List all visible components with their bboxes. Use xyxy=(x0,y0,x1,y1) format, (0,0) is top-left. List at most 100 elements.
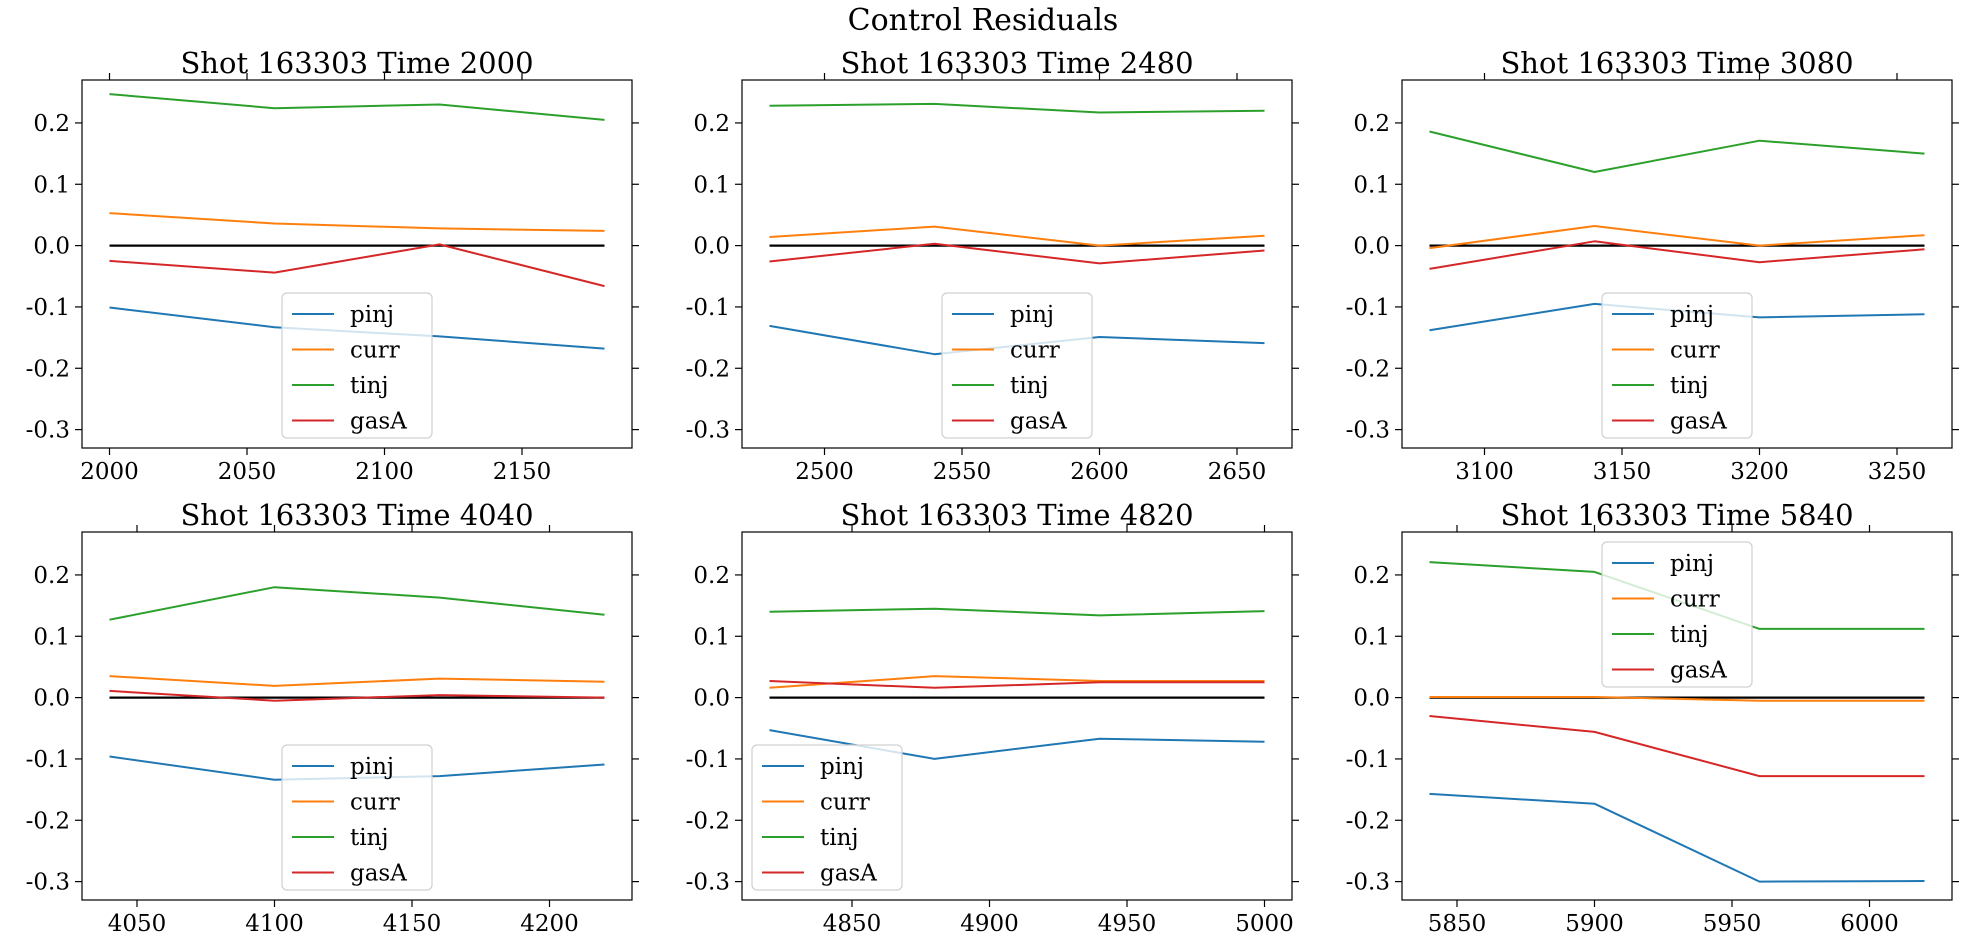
x-tick-label: 5850 xyxy=(1428,911,1487,937)
x-tick-label: 2600 xyxy=(1070,459,1129,485)
x-tick-label: 4200 xyxy=(520,911,579,937)
legend-label-tinj: tinj xyxy=(1670,373,1709,399)
y-tick-label: 0.0 xyxy=(693,686,730,712)
y-tick-label: -0.2 xyxy=(26,356,70,382)
y-tick-label: -0.1 xyxy=(686,747,730,773)
series-line-tinj xyxy=(769,607,1265,617)
plot-frame xyxy=(1401,531,1953,901)
x-tick-label: 4150 xyxy=(383,911,442,937)
legend-box xyxy=(941,292,1093,439)
subplot-1: Shot 163303 Time 2000 -0.3 -0.2 -0.1 0.0 0.1 0… xyxy=(26,46,639,485)
y-tick-label: -0.3 xyxy=(1346,870,1390,896)
legend: pinj curr tinj gasA xyxy=(281,292,433,439)
y-tick-label: 0.1 xyxy=(693,624,730,650)
series-line-tinj xyxy=(769,102,1265,114)
legend-label-tinj: tinj xyxy=(1670,622,1709,648)
series-line-curr xyxy=(109,675,605,687)
y-tick-label: -0.1 xyxy=(1346,747,1390,773)
y-tick-label: 0.2 xyxy=(33,563,70,589)
legend: pinj curr tinj gasA xyxy=(1601,292,1753,439)
legend-label-curr: curr xyxy=(820,790,870,816)
x-tick-label: 2000 xyxy=(80,459,139,485)
series-line-curr xyxy=(1429,225,1925,250)
x-tick-label: 2650 xyxy=(1208,459,1267,485)
y-tick-label: -0.3 xyxy=(26,418,70,444)
legend: pinj curr tinj gasA xyxy=(751,744,903,891)
x-tick-label: 3200 xyxy=(1730,459,1789,485)
y-tick-label: -0.2 xyxy=(686,356,730,382)
x-tick-label: 3250 xyxy=(1868,459,1927,485)
legend-box xyxy=(1601,541,1753,688)
y-tick-label: 0.1 xyxy=(693,172,730,198)
y-tick-label: -0.1 xyxy=(26,747,70,773)
legend-label-pinj: pinj xyxy=(1670,551,1714,577)
series-line-tinj xyxy=(1429,130,1925,173)
x-tick-label: 2050 xyxy=(218,459,277,485)
legend-label-pinj: pinj xyxy=(820,754,864,780)
legend-label-tinj: tinj xyxy=(350,825,389,851)
x-tick-label: 2550 xyxy=(933,459,992,485)
legend-label-pinj: pinj xyxy=(350,754,394,780)
legend: pinj curr tinj gasA xyxy=(941,292,1093,439)
y-tick-label: -0.3 xyxy=(26,870,70,896)
x-tick-label: 4100 xyxy=(245,911,304,937)
y-tick-label: 0.1 xyxy=(33,624,70,650)
series-line-gasA xyxy=(769,680,1265,689)
panel-title: Shot 163303 Time 2000 xyxy=(180,46,533,80)
legend-label-pinj: pinj xyxy=(1010,302,1054,328)
series-line-gasA xyxy=(1429,240,1925,270)
series-line-curr xyxy=(769,225,1265,247)
legend: pinj curr tinj gasA xyxy=(281,744,433,891)
y-tick-label: 0.0 xyxy=(1353,234,1390,260)
panel-title: Shot 163303 Time 3080 xyxy=(1500,46,1853,80)
legend-box xyxy=(1601,292,1753,439)
panel-title: Shot 163303 Time 5840 xyxy=(1500,498,1853,532)
y-tick-label: 0.1 xyxy=(1353,624,1390,650)
legend-label-gasA: gasA xyxy=(820,861,877,887)
y-tick-label: 0.0 xyxy=(33,234,70,260)
series-line-tinj xyxy=(109,586,605,621)
series-line-pinj xyxy=(1429,792,1925,883)
x-tick-label: 3150 xyxy=(1593,459,1652,485)
subplot-4: Shot 163303 Time 4040 -0.3 -0.2 -0.1 0.0 0.1 0… xyxy=(26,498,639,937)
x-tick-label: 5950 xyxy=(1703,911,1762,937)
subplot-6: Shot 163303 Time 5840 -0.3 -0.2 -0.1 0.0 0.1 0… xyxy=(1346,498,1959,937)
plot-frame xyxy=(741,79,1293,449)
legend-label-gasA: gasA xyxy=(1010,409,1067,435)
plot-frame xyxy=(741,531,1293,901)
panel-title: Shot 163303 Time 4040 xyxy=(180,498,533,532)
plot-frame xyxy=(81,79,633,449)
legend-label-curr: curr xyxy=(350,338,400,364)
legend-label-tinj: tinj xyxy=(1010,373,1049,399)
x-tick-label: 4950 xyxy=(1098,911,1157,937)
plot-frame xyxy=(81,531,633,901)
y-tick-label: -0.1 xyxy=(26,295,70,321)
y-tick-label: 0.2 xyxy=(1353,563,1390,589)
y-tick-label: -0.1 xyxy=(686,295,730,321)
x-tick-label: 4900 xyxy=(960,911,1019,937)
y-tick-label: 0.2 xyxy=(693,563,730,589)
series-line-tinj xyxy=(109,93,605,121)
series-line-gasA xyxy=(1429,715,1925,778)
y-tick-label: -0.2 xyxy=(1346,808,1390,834)
legend-label-tinj: tinj xyxy=(350,373,389,399)
y-tick-label: -0.3 xyxy=(686,418,730,444)
legend-box xyxy=(281,292,433,439)
y-tick-label: -0.2 xyxy=(26,808,70,834)
series-line-gasA xyxy=(769,242,1265,265)
legend-label-curr: curr xyxy=(1670,587,1720,613)
legend-label-curr: curr xyxy=(1010,338,1060,364)
x-tick-label: 2150 xyxy=(493,459,552,485)
legend-label-gasA: gasA xyxy=(350,409,407,435)
y-tick-label: -0.2 xyxy=(1346,356,1390,382)
y-tick-label: 0.0 xyxy=(33,686,70,712)
y-tick-label: 0.0 xyxy=(693,234,730,260)
legend-label-gasA: gasA xyxy=(1670,658,1727,684)
series-line-gasA xyxy=(109,243,605,288)
legend-label-gasA: gasA xyxy=(350,861,407,887)
x-tick-label: 5000 xyxy=(1235,911,1294,937)
y-tick-label: -0.3 xyxy=(686,870,730,896)
legend-label-curr: curr xyxy=(1670,338,1720,364)
x-tick-label: 5900 xyxy=(1565,911,1624,937)
